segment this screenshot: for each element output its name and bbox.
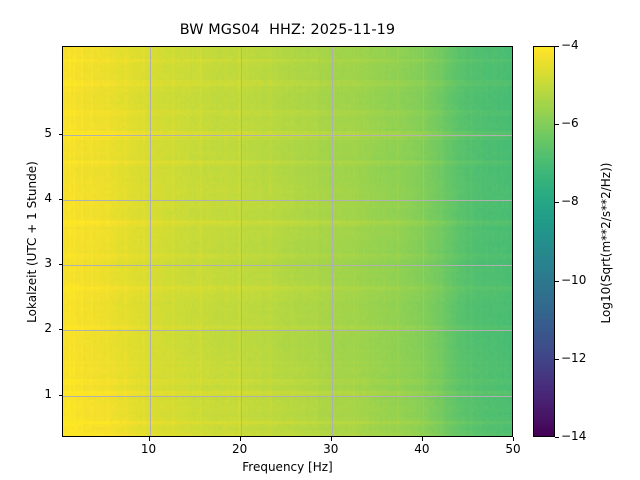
x-tick-label: 20 [232, 442, 248, 456]
colorbar-tick-mark [555, 280, 559, 282]
spectrogram-plot-area [62, 46, 513, 437]
x-tick-mark [148, 437, 150, 441]
figure-title: BW MGS04 HHZ: 2025-11-19 [179, 22, 396, 38]
y-tick-mark [58, 394, 62, 396]
colorbar-label: Log10(Sqrt(m**2/s**2/Hz)) [599, 162, 613, 324]
y-tick-label: 2 [44, 321, 52, 336]
colorbar-tick-label: −6 [561, 116, 579, 131]
colorbar-tick-mark [555, 358, 559, 360]
colorbar-tick-label: −10 [561, 272, 587, 287]
x-tick-mark [421, 437, 423, 441]
y-axis-label: Lokalzeit (UTC + 1 Stunde) [25, 161, 39, 323]
x-tick-label: 30 [323, 442, 339, 456]
colorbar-gradient [534, 47, 554, 436]
x-axis-label: Frequency [Hz] [242, 460, 333, 474]
colorbar-tick-label: −12 [561, 350, 587, 365]
y-tick-mark [58, 133, 62, 135]
y-tick-label: 1 [44, 386, 52, 401]
y-tick-label: 5 [44, 125, 52, 140]
y-tick-label: 4 [44, 191, 52, 206]
y-tick-mark [58, 199, 62, 201]
y-tick-mark [58, 329, 62, 331]
x-tick-label: 10 [140, 442, 157, 456]
colorbar-tick-label: −14 [561, 429, 587, 443]
x-tick-mark [330, 437, 332, 441]
colorbar-tick-mark [555, 46, 559, 47]
colorbar-tick-mark [555, 202, 559, 204]
colorbar-tick-label: −8 [561, 194, 579, 209]
x-tick-mark [513, 437, 514, 441]
colorbar-tick-mark [555, 437, 559, 438]
colorbar [533, 46, 555, 437]
x-tick-label: 50 [505, 442, 521, 456]
y-tick-label: 3 [44, 256, 52, 271]
y-tick-mark [58, 264, 62, 266]
x-tick-mark [239, 437, 241, 441]
x-tick-label: 40 [414, 442, 430, 456]
colorbar-tick-mark [555, 124, 559, 126]
colorbar-tick-label: −4 [561, 38, 579, 52]
spectrogram-image [63, 47, 512, 436]
